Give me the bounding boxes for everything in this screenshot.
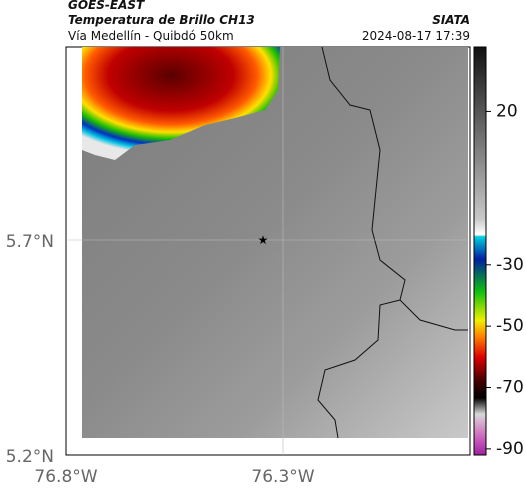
- source: SIATA: [432, 13, 470, 27]
- border: [321, 46, 468, 331]
- colorbar-tick-label: -50: [496, 316, 524, 336]
- colorbar-tick-label: -70: [496, 378, 524, 398]
- region: Vía Medellín - Quibdó 50km: [68, 29, 234, 43]
- title: GOES-EAST: [68, 0, 145, 12]
- cold-cloud: [82, 47, 280, 160]
- station-marker: ★: [258, 233, 269, 247]
- lon-tick-label: 76.8°W: [34, 467, 97, 487]
- subtitle: Temperatura de Brillo CH13: [68, 13, 255, 27]
- lat-tick-label: 5.2°N: [6, 447, 54, 467]
- colorbar: [473, 46, 487, 456]
- colorbar-tick-label: -90: [496, 439, 524, 459]
- lat-tick-label: 5.7°N: [6, 232, 54, 252]
- colorbar-tick-label: -30: [496, 255, 524, 275]
- border: [317, 299, 401, 439]
- colorbar-tick-label: 20: [496, 101, 518, 121]
- lon-tick-label: 76.3°W: [251, 467, 314, 487]
- datetime: 2024-08-17 17:39: [362, 29, 470, 43]
